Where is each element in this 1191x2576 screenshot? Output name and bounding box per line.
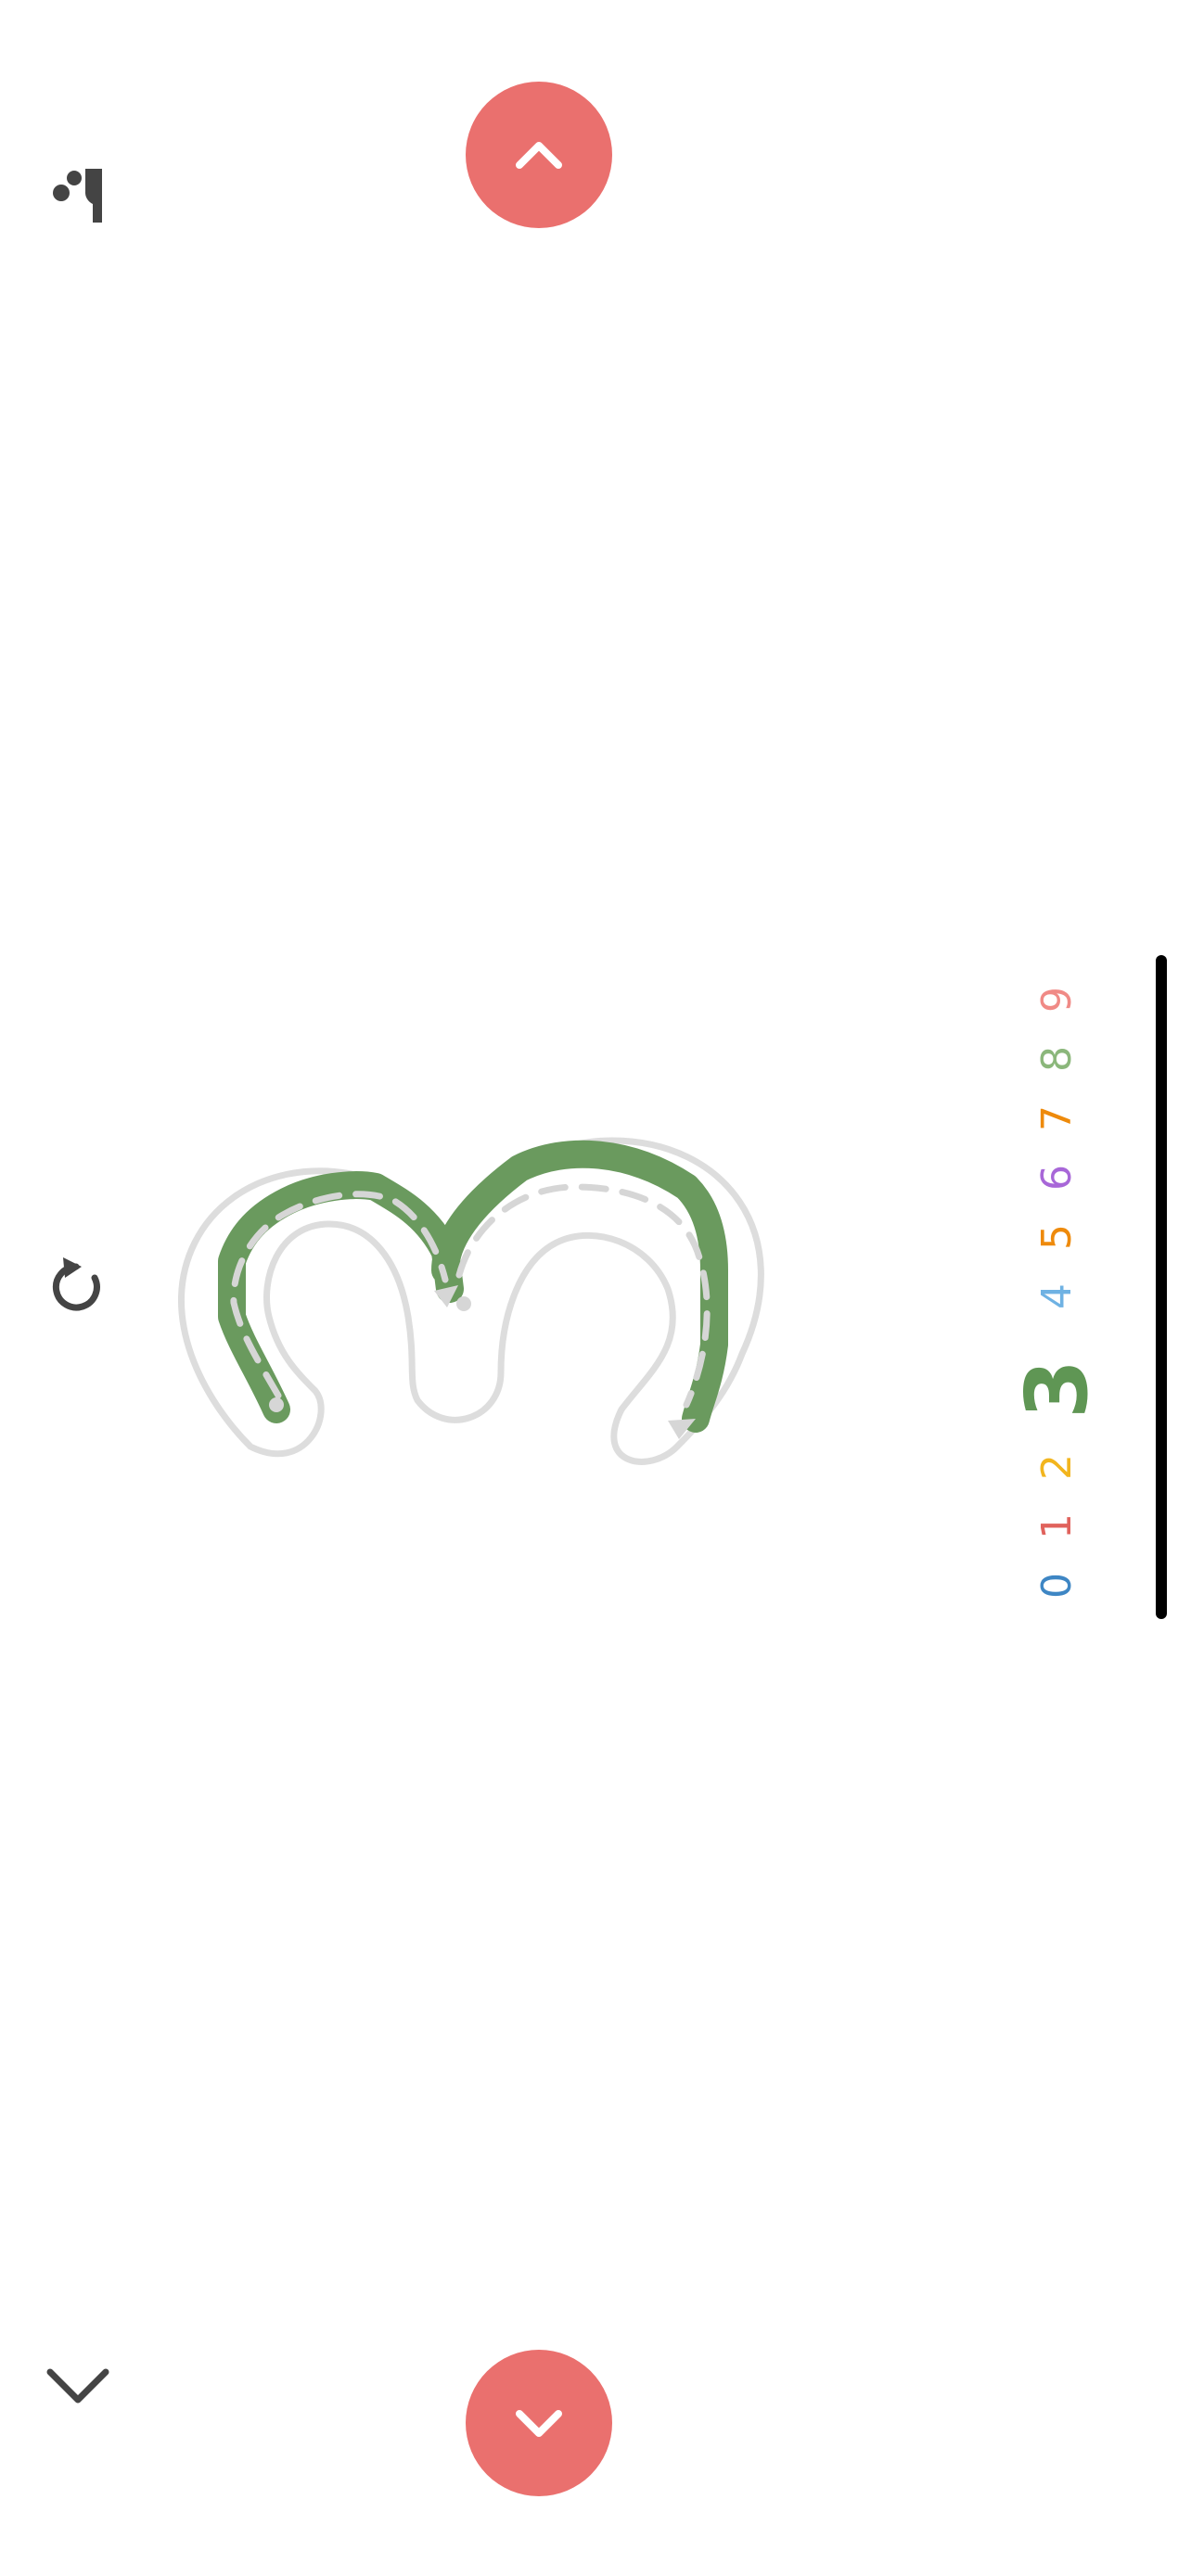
next-digit-button[interactable]	[466, 2350, 612, 2496]
guide-path-left	[230, 1191, 449, 1399]
digit-9[interactable]: 9	[1033, 987, 1081, 1013]
guide-dot-middle	[456, 1296, 471, 1311]
guide-path-right	[455, 1183, 711, 1409]
digit-scrollbar[interactable]	[1156, 955, 1167, 1619]
digit-picker: 0 1 2 3 4 5 6 7 8 9	[1002, 955, 1113, 1623]
mascot-icon[interactable]	[48, 159, 113, 234]
guide-arrow-middle	[434, 1285, 458, 1307]
chevron-down-icon	[516, 2410, 562, 2437]
chevron-down-icon[interactable]	[41, 2352, 115, 2417]
previous-digit-button[interactable]	[466, 82, 612, 228]
guide-arrow-right	[668, 1419, 696, 1439]
guide-dot-left	[269, 1397, 284, 1412]
replay-icon[interactable]	[45, 1250, 111, 1324]
tracing-canvas[interactable]	[167, 1094, 779, 1484]
chevron-up-icon	[516, 142, 562, 169]
